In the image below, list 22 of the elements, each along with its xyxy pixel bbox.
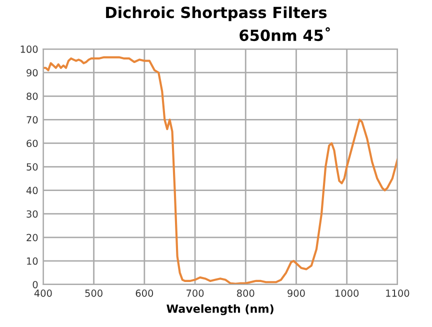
y-tick-label: 100 <box>20 46 38 53</box>
x-tick-label: 700 <box>186 290 204 297</box>
chart-title: Dichroic Shortpass Filters <box>106 6 327 22</box>
x-tick-label: 500 <box>85 290 102 297</box>
x-axis-title: Wavelength (nm) <box>166 304 274 316</box>
y-tick-label: 30 <box>26 210 38 218</box>
y-tick-label: 20 <box>26 234 38 242</box>
y-tick-label: 90 <box>26 69 38 76</box>
x-tick-label: 400 <box>34 290 52 297</box>
chart-subtitle: 650nm 45˚ <box>240 27 330 42</box>
y-tick-label: 60 <box>26 140 38 148</box>
y-tick-label: 80 <box>26 92 38 100</box>
x-tick-label: 1000 <box>336 290 359 297</box>
y-tick-label: 40 <box>26 186 38 194</box>
y-tick-label: 0 <box>32 280 38 288</box>
x-tick-label: 600 <box>136 290 154 297</box>
y-tick-label: 50 <box>26 163 38 171</box>
y-tick-label: 70 <box>26 116 38 124</box>
x-tick-label: 900 <box>288 290 305 297</box>
x-tick-label: 800 <box>237 290 254 297</box>
x-tick-label: 1100 <box>386 290 410 297</box>
y-tick-label: 10 <box>27 257 38 265</box>
